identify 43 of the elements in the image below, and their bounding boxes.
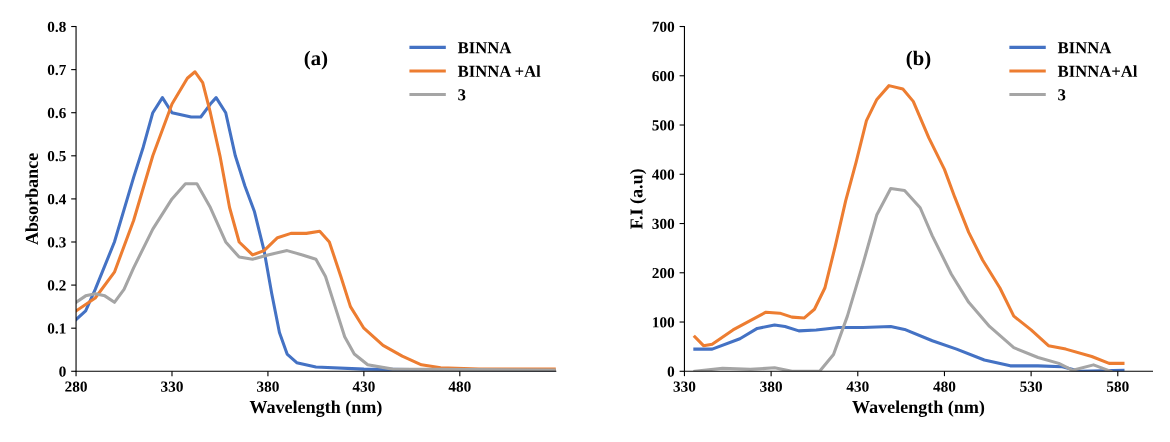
x-tick-label: 280 — [65, 381, 87, 392]
legend-label: 3 — [458, 89, 466, 101]
y-tick-label: 0.8 — [47, 21, 66, 33]
y-tick-label: 200 — [652, 267, 675, 279]
legend-label: BINNA +Al — [457, 65, 541, 77]
annotation: (b) — [906, 50, 931, 70]
x-axis-title: Wavelength (nm) — [852, 400, 985, 417]
y-tick-label: 0.3 — [47, 237, 66, 248]
y-tick-label: 700 — [652, 21, 675, 32]
y-tick-label: 300 — [652, 218, 675, 229]
x-tick-label: 330 — [161, 381, 183, 392]
legend-label: BINNA — [1057, 42, 1112, 54]
x-tick-label: 480 — [448, 381, 471, 392]
y-tick-label: 500 — [652, 120, 675, 131]
line-series — [693, 187, 1113, 372]
y-tick-label: 0.7 — [47, 64, 66, 76]
x-tick-label: 380 — [760, 381, 782, 392]
y-tick-label: 100 — [653, 317, 675, 328]
y-axis-title: F.I (a.u) — [629, 169, 647, 230]
y-tick-label: 0.2 — [47, 280, 66, 291]
x-tick-label: 430 — [846, 381, 869, 392]
y-tick-label: 0 — [59, 366, 66, 377]
x-tick-label: 480 — [933, 381, 956, 392]
y-axis-title: Absorbance — [25, 153, 39, 245]
y-tick-label: 400 — [652, 169, 675, 180]
y-tick-label: 0.4 — [47, 194, 67, 205]
x-tick-label: 530 — [1020, 381, 1042, 392]
x-axis-title: Wavelength (nm) — [249, 400, 382, 417]
legend-label: BINNA — [457, 42, 512, 54]
y-tick-label: 0.1 — [47, 323, 66, 334]
line-series — [693, 323, 1125, 372]
legend-label: BINNA+Al — [1057, 65, 1138, 77]
y-tick-label: 600 — [652, 70, 675, 82]
x-tick-label: 580 — [1106, 381, 1129, 392]
legend-label: 3 — [1058, 89, 1066, 101]
x-tick-label: 330 — [673, 381, 696, 392]
annotation: (a) — [304, 50, 328, 70]
line-series — [693, 84, 1125, 365]
y-tick-label: 0.6 — [47, 107, 66, 119]
y-tick-label: 0 — [667, 366, 675, 377]
y-tick-label: 0.5 — [47, 150, 66, 162]
x-tick-label: 380 — [257, 381, 279, 392]
x-tick-label: 430 — [352, 381, 375, 392]
